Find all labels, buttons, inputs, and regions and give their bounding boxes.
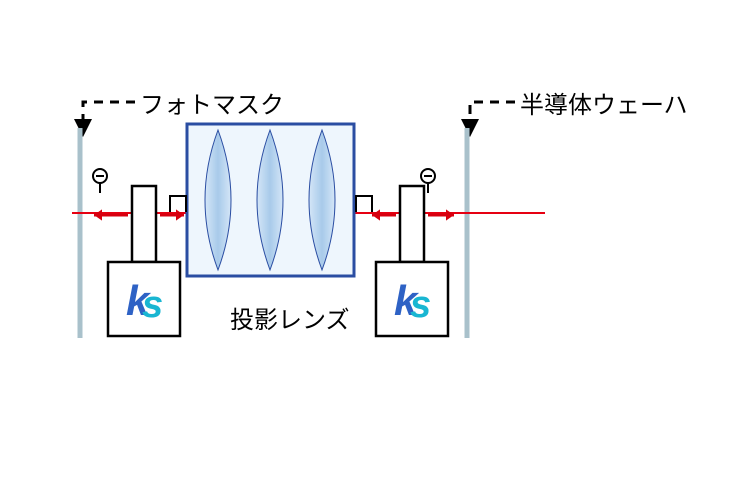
projection-lens	[187, 124, 354, 276]
stage-right-logo-icon: ks	[394, 277, 431, 326]
lens-label: 投影レンズ	[230, 307, 350, 334]
svg-text:s: s	[410, 284, 431, 326]
lithography-diagram: フォトマスク 半導体ウェーハ投影レンズ ks ks	[0, 0, 754, 503]
photomask-label: フォトマスク	[140, 92, 284, 119]
stage-left-shaft	[132, 186, 156, 262]
background	[0, 0, 754, 503]
wafer-label: 半導体ウェーハ	[520, 92, 688, 119]
stage-right-shaft	[400, 186, 424, 262]
stage-left-logo-icon: ks	[126, 277, 163, 326]
svg-text:s: s	[142, 284, 163, 326]
